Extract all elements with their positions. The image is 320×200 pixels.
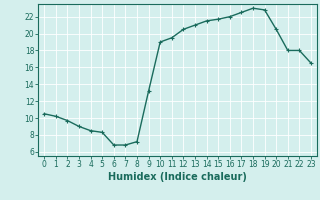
X-axis label: Humidex (Indice chaleur): Humidex (Indice chaleur) <box>108 172 247 182</box>
